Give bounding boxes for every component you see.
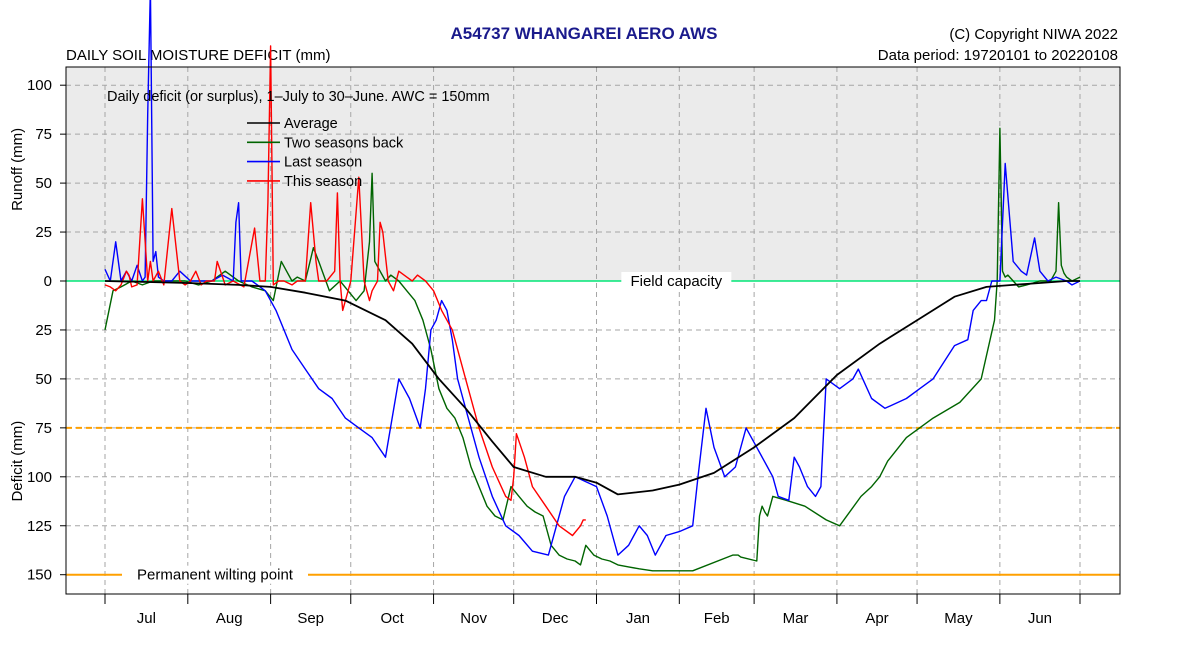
y-axis: 100 75 50 25 0 25 50 75 100 125 150 Runoff (mm) Defi… xyxy=(9,77,66,584)
surplus-band xyxy=(66,67,1120,281)
y-tick-label: 100 xyxy=(27,469,52,486)
legend: Average Two seasons back Last season This s… xyxy=(247,116,404,190)
y-axis-label-runoff: Runoff (mm) xyxy=(9,128,26,211)
y-tick-label: 75 xyxy=(35,126,52,143)
plot-background xyxy=(66,67,1120,594)
series-line xyxy=(104,280,1080,496)
x-tick-label: Jun xyxy=(1028,610,1052,627)
chart-title: A54737 WHANGAREI AERO AWS xyxy=(450,24,717,43)
annotations: Field capacity Permanent wilting point Dai… xyxy=(107,89,732,584)
field-capacity-label: Field capacity xyxy=(630,273,722,290)
legend-label: Two seasons back xyxy=(284,135,404,151)
plot-border xyxy=(65,66,1121,595)
legend-label: Average xyxy=(284,116,338,132)
x-tick-label: Nov xyxy=(460,610,487,627)
x-tick-label: Jul xyxy=(137,610,156,627)
y-tick-label: 50 xyxy=(35,175,52,192)
legend-label: Last season xyxy=(284,155,362,171)
series-line xyxy=(104,45,586,537)
x-tick-label: Aug xyxy=(216,610,243,627)
y-axis-label-deficit: Deficit (mm) xyxy=(9,421,26,502)
x-tick-label: Jan xyxy=(626,610,650,627)
plot-frame xyxy=(65,66,1121,595)
y-tick-label: 0 xyxy=(44,273,52,290)
x-tick-label: Dec xyxy=(542,610,569,627)
x-tick-label: May xyxy=(944,610,973,627)
y-tick-label: 25 xyxy=(35,322,52,339)
x-tick-label: Oct xyxy=(380,610,404,627)
data-period-label: Data period: 19720101 to 20220108 xyxy=(878,47,1118,64)
x-tick-label: Mar xyxy=(783,610,809,627)
y-tick-label: 25 xyxy=(35,224,52,241)
x-axis: Jul Aug Sep Oct Nov Dec Jan Feb Mar Apr May Jun xyxy=(104,594,1081,627)
wilting-point-label: Permanent wilting point xyxy=(137,567,294,584)
series-line xyxy=(104,127,1081,572)
copyright-label: (C) Copyright NIWA 2022 xyxy=(949,26,1118,43)
y-tick-label: 50 xyxy=(35,371,52,388)
y-tick-label: 75 xyxy=(35,420,52,437)
series-lines xyxy=(104,0,1081,572)
deficit-band xyxy=(66,281,1120,594)
field-capacity-label-bg xyxy=(621,272,732,290)
y-tick-label: 125 xyxy=(27,518,52,535)
deficit-annotation: Daily deficit (or surplus), 1–July to 30… xyxy=(107,89,490,105)
chart-subtitle: DAILY SOIL MOISTURE DEFICIT (mm) xyxy=(66,47,330,64)
legend-label: This season xyxy=(284,174,362,190)
y-tick-label: 150 xyxy=(27,567,52,584)
x-tick-label: Sep xyxy=(297,610,324,627)
x-tick-label: Apr xyxy=(865,610,888,627)
y-tick-label: 100 xyxy=(27,77,52,94)
wilting-point-label-bg xyxy=(122,565,308,584)
x-tick-label: Feb xyxy=(704,610,730,627)
